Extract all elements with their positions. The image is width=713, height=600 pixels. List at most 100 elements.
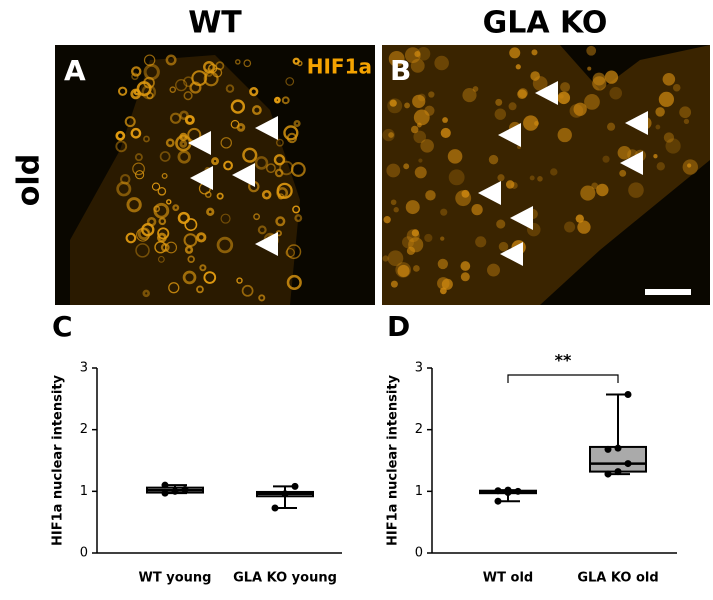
- cell: [223, 160, 233, 171]
- cell: [406, 229, 420, 243]
- cell: [253, 213, 261, 221]
- y-tick-label: 0: [80, 546, 88, 561]
- tissue: [382, 45, 710, 305]
- cell: [410, 58, 425, 73]
- cell: [530, 71, 540, 81]
- row-label: old: [12, 154, 47, 206]
- data-point: [181, 485, 189, 493]
- cell: [495, 98, 503, 106]
- cell: [498, 241, 509, 252]
- cell: [275, 138, 284, 147]
- cell: [116, 181, 132, 197]
- x-tick-label: WT old: [483, 571, 533, 586]
- data-point: [604, 470, 612, 478]
- x-tick-label: WT young: [139, 571, 212, 586]
- cell: [672, 83, 681, 92]
- cell: [560, 82, 571, 93]
- y-axis-label: HIF1a nuclear intensity: [51, 374, 66, 546]
- cell: [437, 258, 449, 270]
- cell: [276, 187, 289, 199]
- cell: [403, 163, 410, 170]
- cell: [397, 264, 410, 278]
- cell: [609, 86, 623, 100]
- arrowheads: [188, 81, 648, 266]
- cell: [388, 50, 405, 67]
- cell: [154, 241, 167, 254]
- cell: [126, 197, 142, 213]
- data-point: [514, 487, 522, 495]
- cell: [665, 138, 681, 154]
- cell: [157, 227, 170, 240]
- cell: [471, 204, 483, 216]
- cell: [172, 204, 180, 212]
- cell: [402, 236, 415, 249]
- cell: [497, 174, 505, 182]
- cell: [602, 155, 610, 163]
- cell: [687, 163, 692, 168]
- cell: [388, 132, 394, 138]
- y-tick-label: 3: [415, 361, 423, 376]
- cell: [135, 243, 150, 258]
- cell: [475, 236, 487, 248]
- cell: [117, 86, 128, 96]
- cell: [653, 154, 658, 159]
- cell: [143, 54, 156, 66]
- cell: [447, 149, 463, 164]
- cell: [292, 205, 301, 214]
- cell: [628, 182, 644, 198]
- cell: [184, 245, 194, 254]
- cell: [418, 158, 423, 163]
- data-point: [291, 482, 299, 490]
- cell: [413, 265, 420, 272]
- data-point: [161, 481, 169, 489]
- y-tick-label: 3: [80, 361, 88, 376]
- cell: [161, 172, 168, 179]
- cell: [405, 200, 420, 215]
- y-tick-label: 0: [415, 546, 423, 561]
- cell: [425, 190, 436, 201]
- cell: [662, 73, 676, 86]
- cell: [658, 91, 675, 107]
- cell: [124, 116, 136, 128]
- cell: [437, 277, 450, 290]
- cell: [184, 218, 198, 232]
- cell: [406, 246, 416, 255]
- data-point: [614, 444, 622, 452]
- cell: [550, 168, 558, 176]
- data-point: [624, 391, 632, 399]
- cell: [254, 156, 269, 170]
- cell: [559, 93, 564, 99]
- cell: [130, 66, 142, 77]
- cell: [531, 49, 538, 56]
- cell: [420, 139, 434, 153]
- cell: [387, 250, 404, 267]
- cell: [235, 59, 241, 65]
- cell: [189, 81, 202, 94]
- cell: [258, 294, 266, 302]
- cell: [617, 145, 632, 160]
- stain-label: HIF1a: [307, 55, 372, 79]
- cell: [655, 107, 665, 117]
- cell: [461, 189, 470, 198]
- cell: [137, 227, 151, 241]
- cell: [410, 125, 419, 134]
- cell: [569, 104, 584, 118]
- x-tick-label: GLA KO old: [577, 571, 658, 586]
- cell: [586, 45, 597, 56]
- y-tick-label: 1: [80, 484, 88, 499]
- cell: [404, 102, 410, 109]
- cell: [165, 138, 175, 148]
- cell: [166, 199, 172, 205]
- cell: [440, 127, 451, 139]
- cell: [184, 114, 195, 125]
- cell: [179, 110, 189, 121]
- cell: [220, 137, 232, 149]
- cell: [230, 99, 246, 114]
- cell: [505, 180, 515, 189]
- cell: [273, 154, 286, 166]
- cell: [462, 88, 477, 103]
- cell: [230, 119, 240, 129]
- cell: [243, 59, 252, 68]
- cell: [386, 163, 401, 178]
- cell: [212, 67, 223, 78]
